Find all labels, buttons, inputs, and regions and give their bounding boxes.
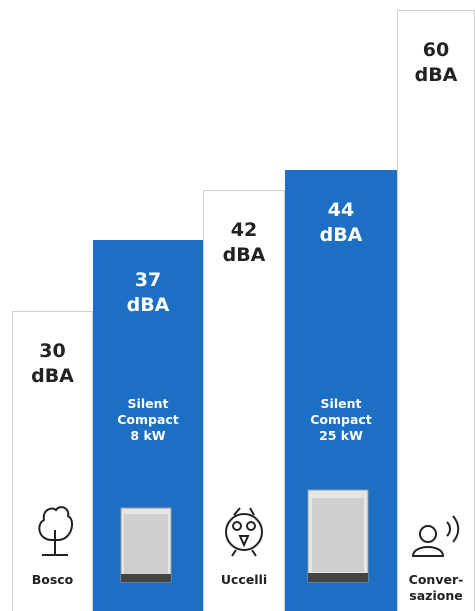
category-label: Uccelli (220, 572, 268, 587)
value-label: 30 dBA (31, 339, 74, 387)
tree-icon (38, 506, 74, 556)
value-label: 42 dBA (222, 219, 266, 267)
bird-icon (225, 507, 263, 557)
heat-pump-icon (120, 507, 172, 583)
value-label: 60 dBA (414, 39, 458, 86)
value-label: 37 dBA (126, 269, 170, 317)
category-label: Bosco (31, 572, 74, 587)
category-label: Conver-sazione (408, 572, 464, 603)
heat-pump-icon (307, 489, 369, 583)
bar (12, 310, 93, 611)
bar (203, 190, 285, 611)
product-label: Silent Compact 25 kW (310, 396, 372, 443)
value-label: 44 dBA (319, 199, 363, 247)
speaker-icon (411, 515, 460, 557)
product-label: Silent Compact 8 kW (117, 396, 179, 443)
